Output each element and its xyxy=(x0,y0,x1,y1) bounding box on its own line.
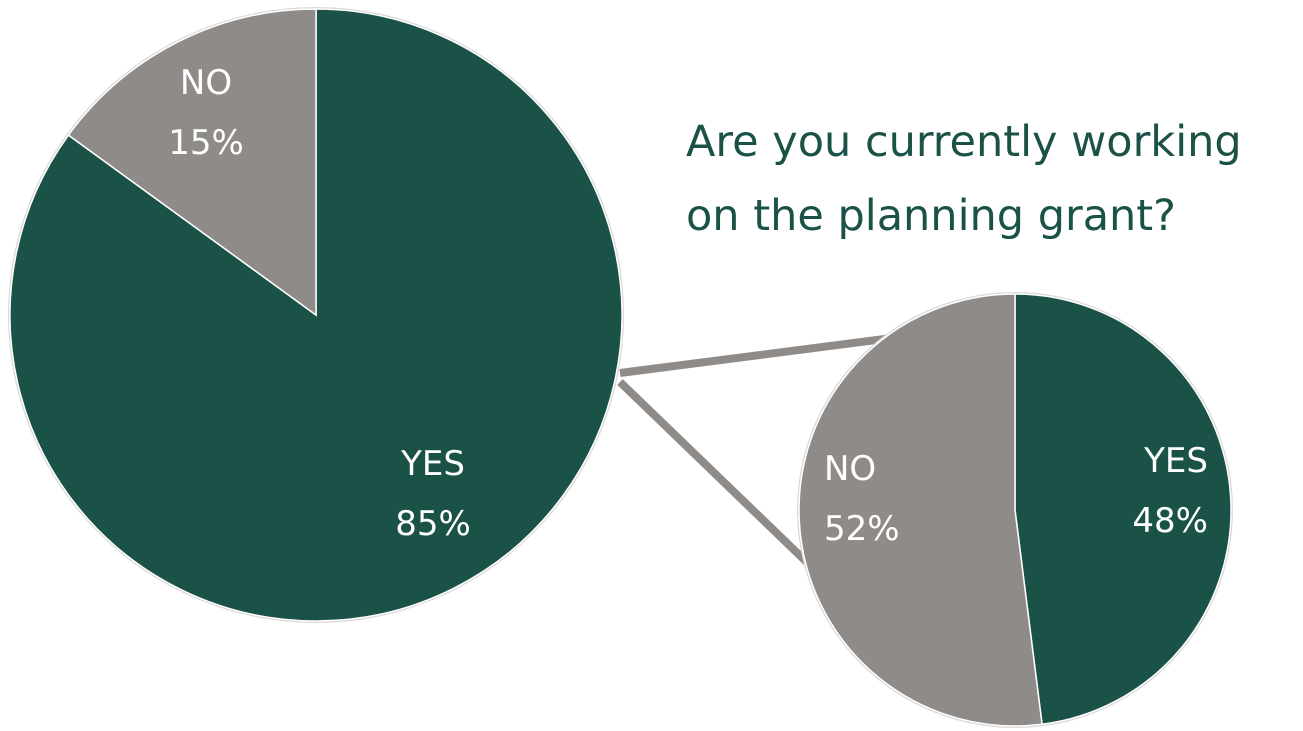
detail-pie-slice-no-value-label: 52% xyxy=(824,509,900,549)
detail-pie-slice-yes-label: YES xyxy=(1143,441,1208,481)
main-pie-slice-yes-value-label: 85% xyxy=(395,504,471,544)
main-pie-slice-no-label: NO xyxy=(180,63,232,103)
main-pie-slice-no xyxy=(67,8,317,317)
connector-lines xyxy=(617,334,893,576)
detail-pie-slice-no xyxy=(798,293,1043,727)
detail-pie-slice-yes-value-label: 48% xyxy=(1132,501,1208,541)
main-pie-slice-yes-label: YES xyxy=(400,444,465,484)
main-pie xyxy=(8,7,624,623)
detail-pie-slice-no-label: NO xyxy=(824,449,876,489)
detail-pie-slice-yes xyxy=(1014,293,1232,726)
detail-pie xyxy=(797,292,1233,728)
chart-title-line-2: on the planning grant? xyxy=(686,191,1176,241)
connector-line-lower xyxy=(617,379,821,576)
connector-line-upper xyxy=(619,334,893,377)
slice-labels: YES 85% NO 15% YES 48% NO 52% xyxy=(168,63,1208,549)
main-pie-slice-no-value-label: 15% xyxy=(168,123,244,163)
chart-title-line-1: Are you currently working xyxy=(686,117,1242,167)
